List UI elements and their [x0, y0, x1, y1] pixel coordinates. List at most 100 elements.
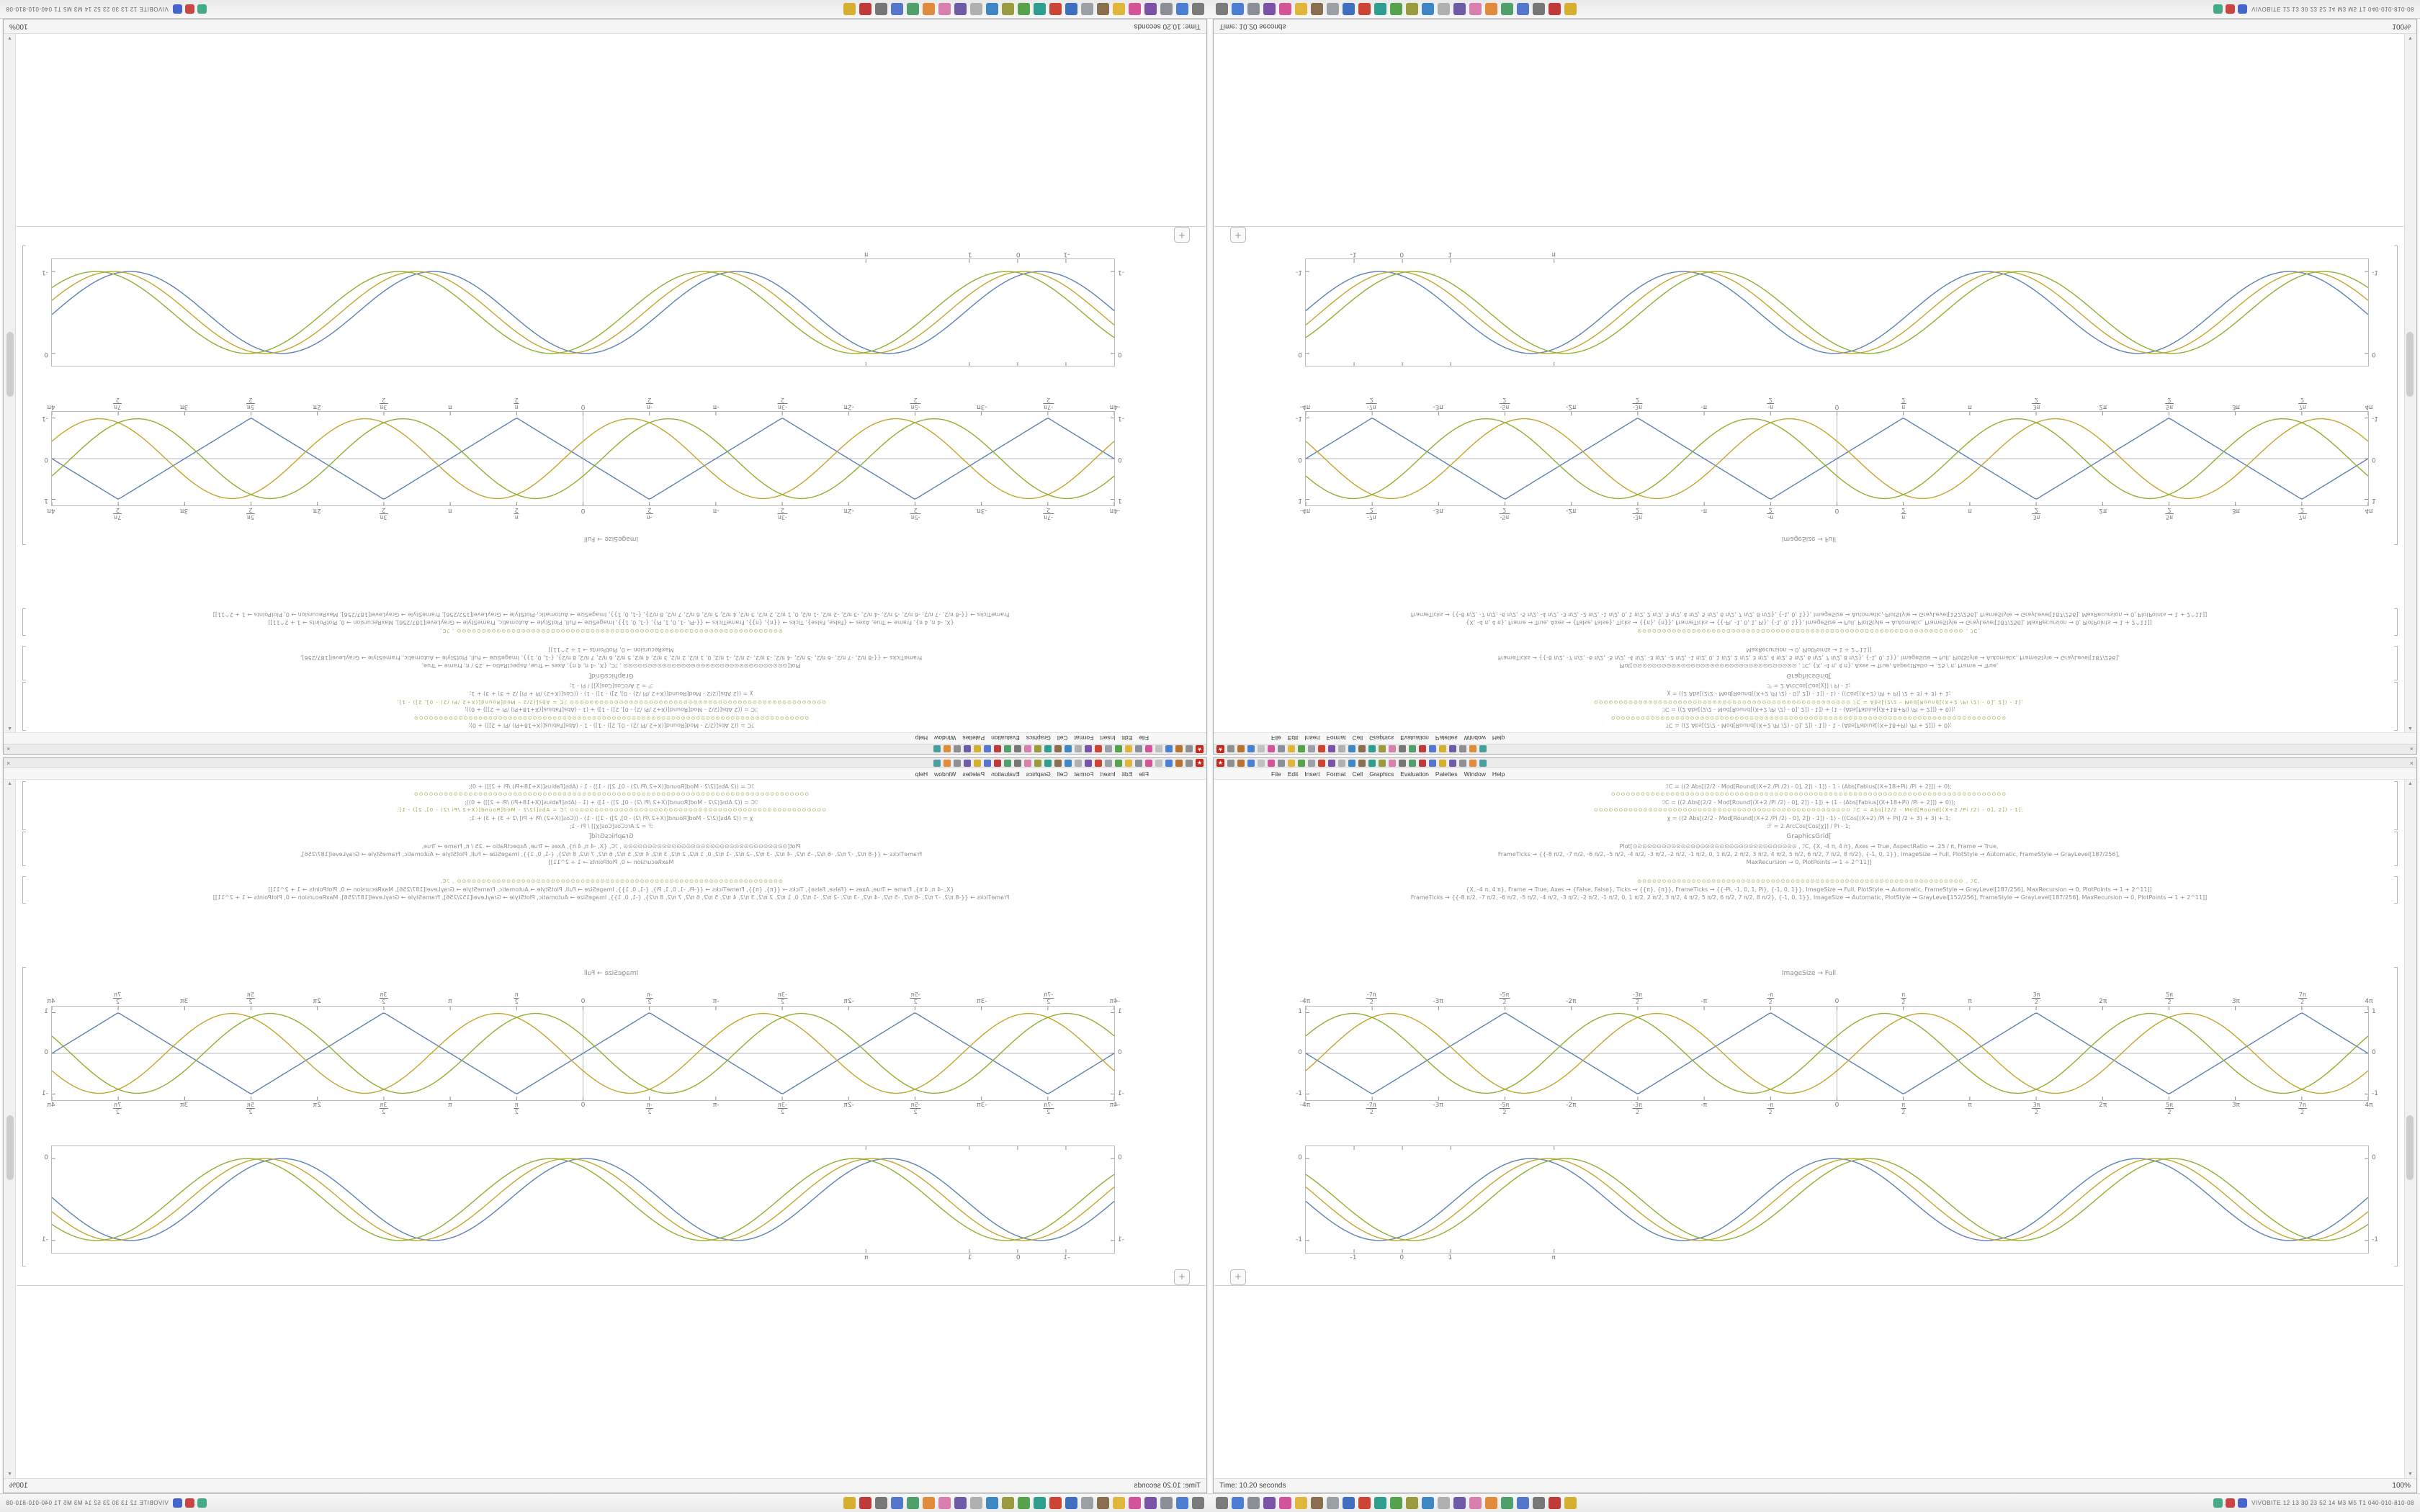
taskbar-app-icon[interactable] — [1422, 3, 1434, 15]
menu-item-window[interactable]: Window — [1464, 770, 1486, 778]
toolbar-icon[interactable] — [994, 745, 1001, 753]
taskbar-app-icon[interactable] — [1160, 1497, 1173, 1509]
toolbar-icon[interactable] — [1044, 759, 1052, 767]
cell-bracket[interactable] — [2394, 876, 2398, 904]
scroll-up-icon[interactable]: ▲ — [7, 781, 12, 786]
taskbar-app-icon[interactable] — [1034, 3, 1046, 15]
taskbar-app-icon[interactable] — [843, 3, 856, 15]
taskbar-app-icon[interactable] — [1002, 1497, 1014, 1509]
code-line[interactable]: ℐC = ((2 Abs[(2/2 - Mod[Round[(X+2 /Pi /… — [468, 783, 754, 790]
cell-bracket[interactable] — [22, 682, 26, 731]
cell-bracket[interactable] — [22, 967, 26, 1266]
scrollbar-thumb[interactable] — [6, 332, 14, 397]
plot-output-smooth-waves[interactable]: -1 0 1 π 0 0 -1 -1 — [1296, 1146, 2378, 1265]
menu-item-cell[interactable]: Cell — [1057, 734, 1068, 742]
cell-bracket[interactable] — [2394, 967, 2398, 1266]
toolbar-icon[interactable] — [1024, 745, 1031, 753]
toolbar-icon[interactable] — [964, 745, 971, 753]
code-line[interactable]: FrameTicks → {{-8 π/2, -7 π/2, -6 π/2, -… — [212, 611, 1010, 618]
toolbar-icon[interactable] — [974, 745, 981, 753]
code-line-circles[interactable]: ⊙⊙⊙⊙⊙⊙⊙⊙⊙⊙⊙⊙⊙⊙⊙⊙⊙⊙⊙⊙⊙⊙⊙⊙⊙⊙⊙⊙⊙⊙⊙⊙⊙⊙⊙⊙⊙⊙⊙⊙… — [1594, 807, 2024, 813]
menu-item-format[interactable]: Format — [1326, 734, 1346, 742]
code-line-circles[interactable]: ⊙⊙⊙⊙⊙⊙⊙⊙⊙⊙⊙⊙⊙⊙⊙⊙⊙⊙⊙⊙⊙⊙⊙⊙⊙⊙⊙⊙⊙⊙⊙⊙⊙⊙⊙⊙⊙⊙⊙⊙… — [439, 878, 783, 884]
taskbar-app-icon[interactable] — [923, 3, 935, 15]
vertical-scrollbar[interactable]: ▲ ▼ — [2404, 34, 2416, 732]
toolbar-icon[interactable] — [1358, 745, 1366, 753]
taskbar-app-icon[interactable] — [1097, 1497, 1109, 1509]
taskbar-app-icon[interactable] — [1422, 1497, 1434, 1509]
toolbar-icon[interactable] — [954, 745, 961, 753]
menu-item-evaluation[interactable]: Evaluation — [1400, 770, 1429, 778]
code-line[interactable]: FrameTicks → {{-8 π/2, -7 π/2, -6 π/2, -… — [1497, 654, 2120, 661]
taskbar-app-icon[interactable] — [891, 1497, 903, 1509]
menu-item-help[interactable]: Help — [915, 770, 928, 778]
toolbar-icon[interactable] — [1135, 759, 1142, 767]
toolbar-icon[interactable] — [1115, 759, 1122, 767]
toolbar-icon[interactable] — [1165, 759, 1173, 767]
taskbar-app-icon[interactable] — [1144, 3, 1157, 15]
toolbar-icon[interactable] — [1288, 759, 1295, 767]
toolbar-icon[interactable] — [1419, 745, 1426, 753]
taskbar-app-icon[interactable] — [1049, 1497, 1062, 1509]
code-line[interactable]: χ = ((2 Abs[(2/2 - Mod[Round[(X+2 /Pi /2… — [469, 815, 753, 822]
toolbar-icon[interactable] — [1186, 745, 1193, 753]
menu-item-cell[interactable]: Cell — [1352, 734, 1363, 742]
zoom-level-indicator[interactable]: 100% — [9, 22, 28, 30]
menu-item-palettes[interactable]: Palettes — [962, 734, 985, 742]
taskbar-app-icon[interactable] — [1311, 1497, 1323, 1509]
taskbar-app-icon[interactable] — [1247, 1497, 1260, 1509]
tray-icon[interactable] — [184, 4, 194, 14]
taskbar-app-icon[interactable] — [1279, 1497, 1291, 1509]
menu-item-graphics[interactable]: Graphics — [1026, 734, 1051, 742]
notebook-content[interactable]: ℐC = ((2 Abs[(2/2 - Mod[Round[(X+2 /Pi /… — [1214, 780, 2403, 1478]
toolbar-icon[interactable] — [1258, 745, 1265, 753]
taskbar-app-icon[interactable] — [970, 3, 982, 15]
menu-item-help[interactable]: Help — [1492, 770, 1505, 778]
toolbar-icon[interactable] — [1145, 745, 1152, 753]
toolbar-icon[interactable] — [1105, 759, 1112, 767]
taskbar-app-icon[interactable] — [1564, 1497, 1577, 1509]
taskbar-app-icon[interactable] — [1485, 3, 1497, 15]
toolbar-icon[interactable] — [1268, 759, 1275, 767]
toolbar-icon[interactable] — [1459, 745, 1466, 753]
toolbar-icon[interactable] — [1449, 759, 1456, 767]
toolbar-icon[interactable] — [1034, 745, 1041, 753]
toolbar-icon[interactable] — [1479, 759, 1487, 767]
code-line[interactable]: ℐC = ((2 Abs[(2/2 - Mod[Round[(X+2 /Pi /… — [1662, 799, 1955, 806]
tray-icon[interactable] — [2226, 1498, 2236, 1508]
code-line[interactable]: {X, -4 π, 4 π}, Frame → True, Axes → {Fa… — [268, 886, 954, 893]
toolbar-icon[interactable] — [944, 759, 951, 767]
scroll-down-icon[interactable]: ▼ — [7, 35, 12, 40]
window-titlebar[interactable]: ★ × — [1214, 758, 2416, 768]
code-line-circles[interactable]: ⊙⊙⊙⊙⊙⊙⊙⊙⊙⊙⊙⊙⊙⊙⊙⊙⊙⊙⊙⊙⊙⊙⊙⊙⊙⊙⊙⊙⊙⊙⊙⊙⊙⊙⊙⊙⊙⊙⊙⊙… — [413, 791, 810, 797]
toolbar-icon[interactable] — [1389, 759, 1396, 767]
code-line[interactable]: FrameTicks → {{-8 π/2, -7 π/2, -6 π/2, -… — [1410, 894, 2208, 901]
code-line-circles[interactable]: ⊙⊙⊙⊙⊙⊙⊙⊙⊙⊙⊙⊙⊙⊙⊙⊙⊙⊙⊙⊙⊙⊙⊙⊙⊙⊙⊙⊙⊙⊙⊙⊙⊙⊙⊙⊙⊙⊙⊙⊙… — [396, 807, 826, 813]
taskbar-app-icon[interactable] — [1358, 3, 1371, 15]
toolbar-icon[interactable] — [1268, 745, 1275, 753]
taskbar-app-icon[interactable] — [1263, 3, 1276, 15]
plot-output-pi-axis[interactable]: -4π -7π 2 -3π -5π 2 -2π -3π 2 -π -π 2 0 π 2 π 3π 2 2π 5π 2 3π… — [42, 990, 1124, 1117]
toolbar-icon[interactable] — [1155, 745, 1162, 753]
menu-item-format[interactable]: Format — [1074, 734, 1094, 742]
toolbar-icon[interactable] — [1075, 745, 1082, 753]
toolbar-icon[interactable] — [1004, 759, 1011, 767]
plot-output-pi-axis[interactable]: -4π -7π 2 -3π -5π 2 -2π -3π 2 -π -π 2 0 π 2 π 3π 2 2π 5π 2 3π… — [42, 395, 1124, 522]
toolbar-icon[interactable] — [1328, 745, 1335, 753]
taskbar-app-icon[interactable] — [1081, 3, 1093, 15]
menu-item-edit[interactable]: Edit — [1121, 770, 1133, 778]
toolbar-icon[interactable] — [1044, 745, 1052, 753]
cell-bracket[interactable] — [2394, 608, 2398, 636]
taskbar-app-icon[interactable] — [1438, 1497, 1450, 1509]
code-line[interactable]: ℱ = 2 ArcCos[Cos[χ]] / Pi - 1; — [1767, 683, 1851, 689]
taskbar-app-icon[interactable] — [1065, 3, 1077, 15]
toolbar-icon[interactable] — [1247, 745, 1255, 753]
toolbar-icon[interactable] — [1095, 759, 1102, 767]
toolbar-icon[interactable] — [954, 759, 961, 767]
menu-item-edit[interactable]: Edit — [1121, 734, 1133, 742]
code-line-circles[interactable]: ⊙⊙⊙⊙⊙⊙⊙⊙⊙⊙⊙⊙⊙⊙⊙⊙⊙⊙⊙⊙⊙⊙⊙⊙⊙⊙⊙⊙⊙⊙⊙⊙⊙⊙⊙⊙⊙⊙⊙⊙… — [1594, 699, 2024, 705]
code-line[interactable]: Plot[⊙⊙⊙⊙⊙⊙⊙⊙⊙⊙⊙⊙⊙⊙⊙⊙⊙⊙⊙⊙⊙⊙⊙⊙⊙⊙⊙⊙⊙⊙⊙⊙⊙⊙ … — [1619, 843, 1999, 850]
taskbar-app-icon[interactable] — [891, 3, 903, 15]
toolbar-icon[interactable] — [1469, 759, 1476, 767]
toolbar-icon[interactable] — [1085, 759, 1092, 767]
